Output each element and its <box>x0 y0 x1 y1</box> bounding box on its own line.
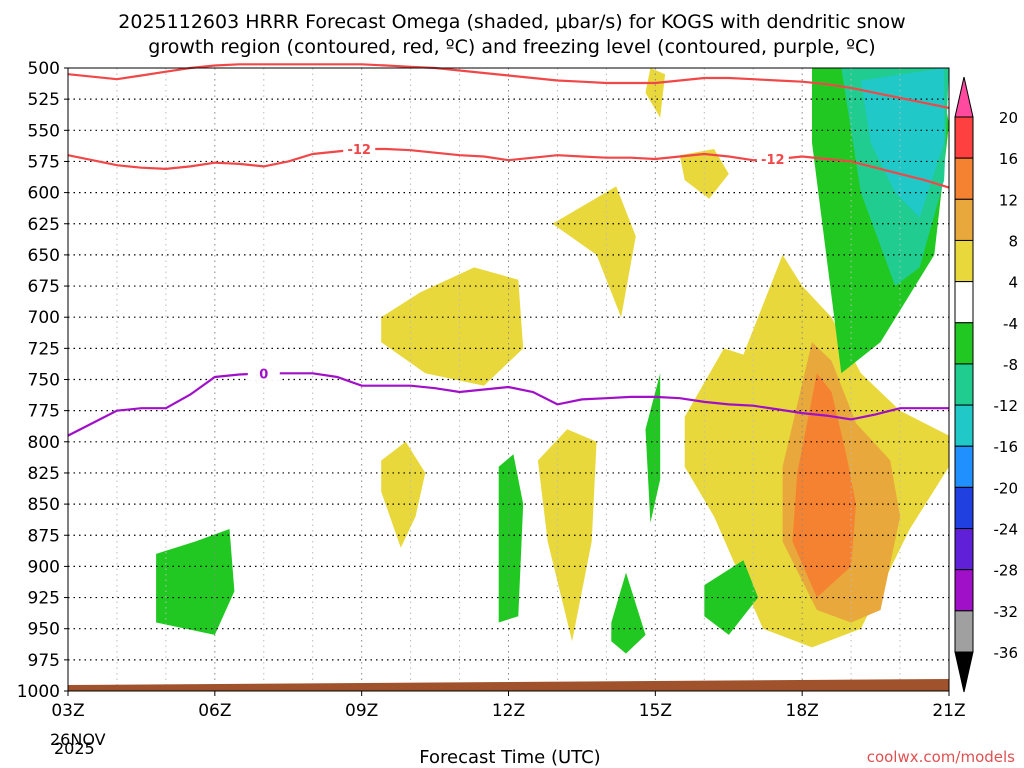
omega-region-3 <box>381 267 524 386</box>
colorbar-label: 20 <box>999 109 1018 127</box>
colorbar-box <box>954 404 974 447</box>
colorbar-box <box>954 116 974 159</box>
colorbar-box <box>954 569 974 612</box>
colorbar-label: -32 <box>994 603 1019 621</box>
colorbar-box <box>954 363 974 406</box>
x-start-date: 26NOV <box>50 730 106 749</box>
y-axis: 500 525 550 575 600 625 650 675 700 725 750 775 800 8… <box>17 59 68 702</box>
y-tick-label: 1000 <box>17 682 60 702</box>
colorbar-box <box>954 239 974 283</box>
colorbar-label: -8 <box>1003 356 1018 374</box>
colorbar-label: 16 <box>999 150 1018 168</box>
y-tick-label: 650 <box>28 246 60 266</box>
colorbar-box <box>954 322 974 365</box>
colorbar-label: -20 <box>994 479 1019 497</box>
x-tick-label: 12Z <box>492 701 525 721</box>
y-tick-label: 925 <box>28 589 60 609</box>
x-tick-label: 21Z <box>932 701 965 721</box>
omega-region-5 <box>537 429 597 642</box>
colorbar-bottom-arrow <box>954 651 974 693</box>
grid-lines <box>68 68 949 691</box>
y-tick-label: 800 <box>28 433 60 453</box>
y-tick-label: 950 <box>28 620 60 640</box>
x-tick-label: 06Z <box>198 701 231 721</box>
y-tick-label: 675 <box>28 277 60 297</box>
x-start-year: 2025 <box>54 739 95 758</box>
y-tick-label: 600 <box>28 184 60 204</box>
colorbar-label: -24 <box>994 521 1019 539</box>
y-tick-label: 500 <box>28 59 60 79</box>
y-tick-label: 825 <box>28 464 60 484</box>
dgz-label-2: -12 <box>761 153 785 168</box>
dgz-line-1 <box>67 147 950 189</box>
dgz-label-2-bg <box>756 149 789 166</box>
omega-region-9 <box>156 529 235 635</box>
x-axis-title: Forecast Time (UTC) <box>419 747 600 768</box>
y-tick-label: 725 <box>28 339 60 359</box>
ground-terrain <box>68 685 949 691</box>
colorbar-box <box>954 445 974 488</box>
x-axis: 03Z 06Z 09Z 12Z 15Z 18Z 21Z <box>51 691 966 721</box>
omega-region-12 <box>704 560 759 635</box>
colorbar-label: -4 <box>1003 315 1018 333</box>
y-tick-label: 850 <box>28 495 60 515</box>
dgz-label-1-bg <box>343 139 376 156</box>
colorbar-box <box>954 528 974 571</box>
colorbar-label: -36 <box>994 644 1019 662</box>
colorbar-box <box>954 281 974 324</box>
freezing-level-line <box>67 372 949 437</box>
colorbar-label: -28 <box>994 562 1019 580</box>
contour-lines: -12 -12 0 <box>67 63 950 685</box>
y-tick-label: 625 <box>28 215 60 235</box>
colorbar-label: -16 <box>994 438 1019 456</box>
colorbar-label: -12 <box>994 397 1019 415</box>
omega-region-11 <box>611 572 646 654</box>
y-tick-label: 875 <box>28 526 60 546</box>
omega-region-4 <box>381 441 426 548</box>
y-tick-label: 750 <box>28 371 60 391</box>
omega-region-10 <box>498 454 524 623</box>
omega-region-2 <box>552 186 636 318</box>
dgz-line-2 <box>67 63 950 109</box>
y-tick-label: 700 <box>28 308 60 328</box>
freezing-label: 0 <box>259 367 268 382</box>
omega-region-8 <box>792 373 856 598</box>
colorbar: 20 16 12 8 4 -4 -8 -12 -16 -20 -24 -28 -32 -36 <box>954 76 1019 693</box>
ground-slope <box>68 679 949 685</box>
x-tick-label: 09Z <box>345 701 378 721</box>
colorbar-top-arrow <box>954 76 974 118</box>
y-tick-label: 550 <box>28 121 60 141</box>
chart-title-line1: 2025112603 HRRR Forecast Omega (shaded, … <box>118 11 905 33</box>
freezing-label-bg <box>247 364 280 381</box>
colorbar-box <box>954 486 974 530</box>
omega-region-13 <box>645 373 661 523</box>
y-tick-label: 525 <box>28 90 60 110</box>
dgz-label-1: -12 <box>347 143 371 158</box>
colorbar-label: 8 <box>1008 232 1018 250</box>
omega-shading <box>156 68 949 654</box>
y-tick-label: 775 <box>28 402 60 422</box>
y-tick-label: 900 <box>28 557 60 577</box>
colorbar-box <box>954 157 974 200</box>
colorbar-label: 4 <box>1008 274 1018 292</box>
x-tick-label: 18Z <box>786 701 819 721</box>
colorbar-box <box>954 610 974 653</box>
y-tick-label: 575 <box>28 152 60 172</box>
colorbar-label: 12 <box>999 191 1018 209</box>
omega-region-1 <box>645 68 666 118</box>
x-tick-label: 03Z <box>51 701 84 721</box>
colorbar-box <box>954 198 974 241</box>
y-tick-label: 975 <box>28 651 60 671</box>
chart-title-line2: growth region (contoured, red, ºC) and f… <box>148 36 875 58</box>
x-tick-label: 15Z <box>639 701 672 721</box>
credit-link[interactable]: coolwx.com/models <box>867 748 1015 766</box>
